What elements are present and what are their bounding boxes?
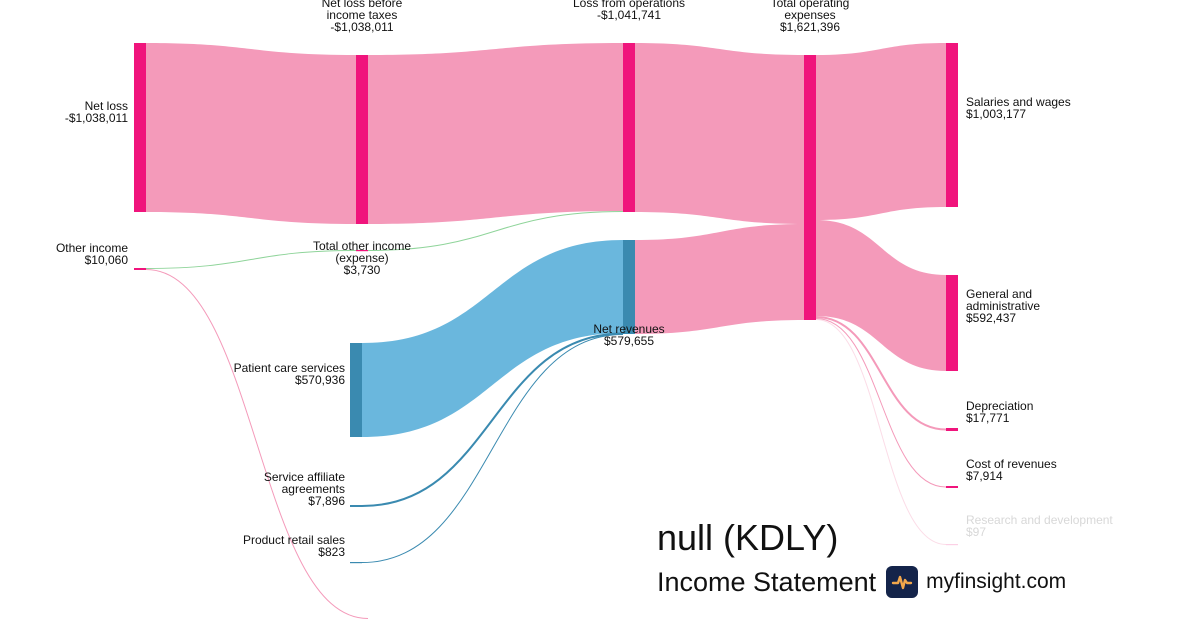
sankey-label-total_opex: Total operating expenses $1,621,396 [771, 0, 850, 34]
sankey-node-net_loss_before_tax [356, 55, 368, 224]
sankey-label-net_loss_before_tax: Net loss before income taxes -$1,038,011 [322, 0, 403, 34]
brand-block: null (KDLY) Income Statement myfinsight.… [657, 516, 1066, 598]
sankey-nodes [134, 43, 958, 564]
sankey-label-patient_care: Patient care services $570,936 [234, 361, 346, 387]
sankey-label-cost_of_revenues: Cost of revenues $7,914 [966, 457, 1057, 483]
sankey-node-net_revenues [623, 240, 635, 334]
sankey-link-patient_care-to-net_revenues [362, 240, 623, 437]
sankey-labels: Net loss -$1,038,011 Other income $10,060 Ne… [56, 0, 1113, 559]
company-title: null (KDLY) [657, 517, 839, 558]
sankey-node-other_income [134, 268, 146, 270]
sankey-link-total_opex-to-r_and_d [815, 319, 947, 545]
sankey-node-net_loss [134, 43, 146, 212]
sankey-link-other_income-to-total_other_income [145, 250, 357, 269]
sankey-link-total_opex-to-salaries [816, 43, 946, 220]
sankey-link-total_opex-to-cost_of_revenues [815, 318, 947, 488]
sankey-label-r_and_d: Research and development $97 [966, 513, 1113, 539]
sankey-node-cost_of_revenues [946, 486, 958, 488]
site-name[interactable]: myfinsight.com [926, 570, 1067, 593]
sankey-label-product_retail: Product retail sales $823 [243, 533, 345, 559]
sankey-label-net_revenues: Net revenues $579,655 [593, 322, 664, 348]
statement-subtitle: Income Statement [657, 566, 877, 597]
sankey-node-patient_care [350, 343, 362, 437]
sankey-link-net_loss-to-net_loss_before_tax [146, 43, 356, 224]
sankey-label-other_income: Other income $10,060 [56, 241, 128, 267]
sankey-link-service_affiliate-to-net_revenues [361, 332, 624, 507]
sankey-node-r_and_d [946, 544, 958, 546]
sankey-link-net_loss_before_tax-to-loss_from_ops [368, 43, 623, 224]
sankey-node-loss_from_ops [623, 43, 635, 212]
sankey-node-depreciation [946, 428, 958, 431]
sankey-node-total_opex [804, 55, 816, 320]
sankey-node-salaries [946, 43, 958, 207]
sankey-node-g_and_a [946, 275, 958, 371]
sankey-label-loss_from_ops: Loss from operations -$1,041,741 [573, 0, 685, 22]
sankey-node-service_affiliate [350, 505, 362, 507]
sankey-links [145, 43, 947, 619]
sankey-label-total_other_income: Total other income (expense) $3,730 [313, 239, 411, 277]
sankey-link-other_income-to-end [145, 269, 369, 619]
sankey-node-product_retail [350, 562, 362, 564]
pulse-chart-icon [886, 566, 919, 598]
sankey-link-loss_from_ops-to-total_opex [635, 43, 804, 224]
sankey-link-total_opex-to-depreciation [815, 316, 947, 431]
sankey-label-salaries: Salaries and wages $1,003,177 [966, 95, 1071, 121]
sankey-link-total_opex-to-g_and_a [816, 220, 946, 371]
sankey-label-depreciation: Depreciation $17,771 [966, 399, 1033, 425]
sankey-label-service_affiliate: Service affiliate agreements $7,896 [264, 470, 345, 508]
brand-row: Income Statement myfinsight.com [657, 566, 1066, 598]
sankey-link-net_revenues-to-total_opex [635, 224, 804, 334]
sankey-label-net_loss: Net loss -$1,038,011 [65, 99, 128, 125]
sankey-link-total_other_income-to-loss_from_ops [367, 211, 624, 251]
sankey-link-product_retail-to-net_revenues [361, 334, 624, 563]
sankey-node-total_other_income [356, 250, 368, 252]
sankey-label-g_and_a: General and administrative $592,437 [966, 287, 1040, 325]
